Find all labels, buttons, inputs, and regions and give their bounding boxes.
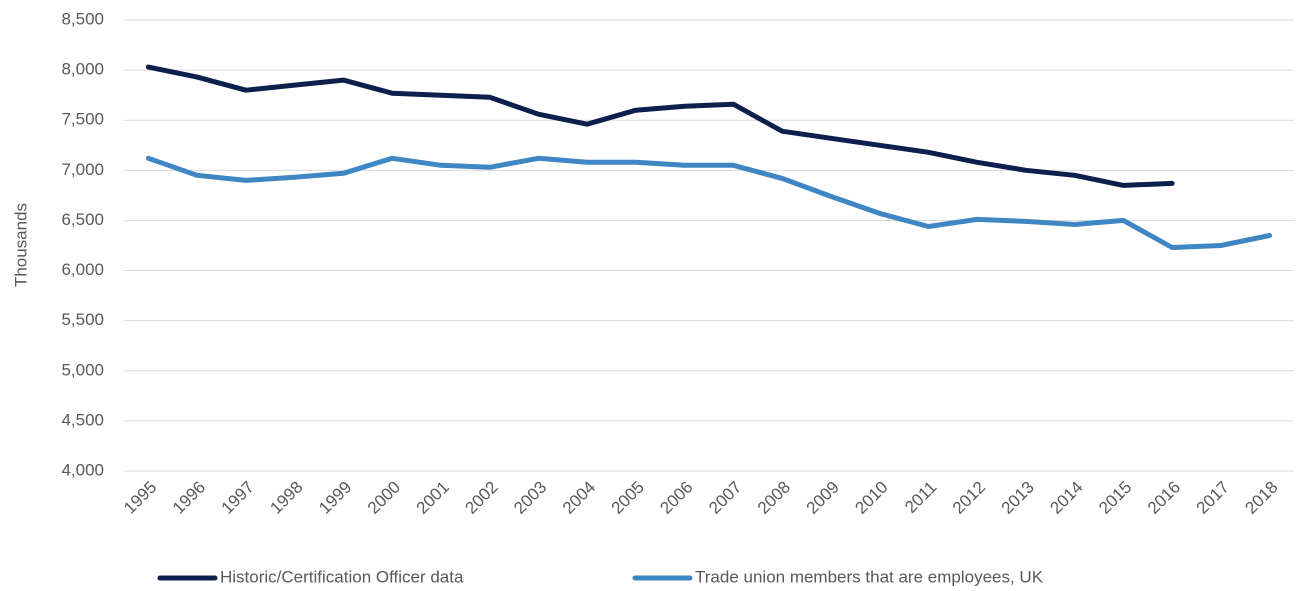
x-tick-label: 2009: [803, 478, 843, 518]
legend-label: Trade union members that are employees, …: [695, 567, 1044, 586]
y-tick-label: 6,500: [61, 210, 104, 229]
x-tick-label: 1997: [218, 478, 258, 518]
x-tick-label: 1998: [266, 478, 306, 518]
x-tick-label: 2000: [364, 478, 404, 518]
y-tick-label: 4,500: [61, 410, 104, 429]
legend-label: Historic/Certification Officer data: [220, 567, 464, 586]
y-tick-label: 7,500: [61, 110, 104, 129]
x-tick-label: 2004: [559, 478, 599, 518]
x-tick-label: 2005: [608, 478, 648, 518]
x-tick-label: 2012: [949, 478, 989, 518]
x-tick-label: 2016: [1144, 478, 1184, 518]
y-axis-label: Thousands: [11, 203, 30, 287]
x-tick-label: 2014: [1046, 478, 1086, 518]
y-tick-label: 8,000: [61, 60, 104, 79]
y-tick-label: 8,500: [61, 9, 104, 28]
y-tick-label: 5,500: [61, 310, 104, 329]
x-tick-label: 2003: [510, 478, 550, 518]
y-tick-label: 7,000: [61, 160, 104, 179]
x-tick-label: 1995: [120, 478, 160, 518]
y-tick-label: 4,000: [61, 460, 104, 479]
x-tick-label: 2002: [461, 478, 501, 518]
x-tick-label: 2018: [1241, 478, 1281, 518]
x-tick-label: 2008: [754, 478, 794, 518]
x-tick-label: 2006: [656, 478, 696, 518]
x-tick-label: 1996: [169, 478, 209, 518]
x-tick-label: 2013: [998, 478, 1038, 518]
x-tick-label: 2017: [1193, 478, 1233, 518]
x-tick-label: 2010: [851, 478, 891, 518]
series-line: [145, 155, 1273, 250]
x-tick-label: 1999: [315, 478, 355, 518]
y-tick-label: 6,000: [61, 260, 104, 279]
series-line: [145, 64, 1175, 188]
x-tick-label: 2007: [705, 478, 745, 518]
x-tick-label: 2015: [1095, 478, 1135, 518]
y-tick-label: 5,000: [61, 360, 104, 379]
x-tick-label: 2001: [413, 478, 453, 518]
x-tick-label: 2011: [901, 478, 940, 517]
